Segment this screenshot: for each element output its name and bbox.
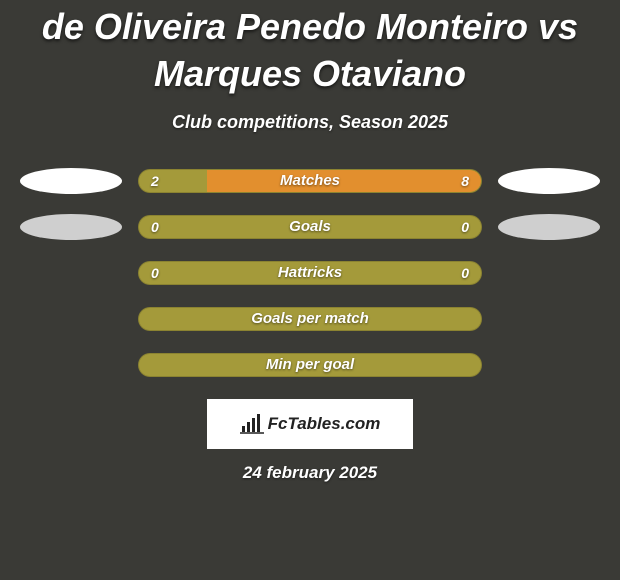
- stat-label: Hattricks: [139, 264, 481, 281]
- stat-label: Goals per match: [139, 310, 481, 327]
- stat-bar: Min per goal: [138, 353, 482, 377]
- logo-text: FcTables.com: [268, 414, 381, 434]
- oval-spacer: [20, 352, 122, 378]
- oval-spacer: [20, 306, 122, 332]
- comparison-title: de Oliveira Penedo Monteiro vs Marques O…: [0, 4, 620, 98]
- stat-row: Min per goal: [0, 353, 620, 377]
- player-left-oval: [20, 168, 122, 194]
- oval-spacer: [20, 260, 122, 286]
- oval-spacer: [498, 306, 600, 332]
- stat-row: 00Goals: [0, 215, 620, 239]
- stat-bar: 00Goals: [138, 215, 482, 239]
- season-subtitle: Club competitions, Season 2025: [0, 112, 620, 133]
- stat-label: Matches: [139, 172, 481, 189]
- stat-bar: Goals per match: [138, 307, 482, 331]
- player-right-oval: [498, 168, 600, 194]
- logo-box: FcTables.com: [207, 399, 413, 449]
- stat-bar: 00Hattricks: [138, 261, 482, 285]
- stat-label: Min per goal: [139, 356, 481, 373]
- stat-row: 28Matches: [0, 169, 620, 193]
- stat-row: Goals per match: [0, 307, 620, 331]
- stat-bar: 28Matches: [138, 169, 482, 193]
- player-left-oval: [20, 214, 122, 240]
- stat-row: 00Hattricks: [0, 261, 620, 285]
- oval-spacer: [498, 352, 600, 378]
- oval-spacer: [498, 260, 600, 286]
- date-label: 24 february 2025: [0, 463, 620, 483]
- stats-area: 28Matches 00Goals 00Hattricks Goals per mat…: [0, 169, 620, 377]
- stat-label: Goals: [139, 218, 481, 235]
- player-right-oval: [498, 214, 600, 240]
- barchart-icon: [240, 414, 264, 434]
